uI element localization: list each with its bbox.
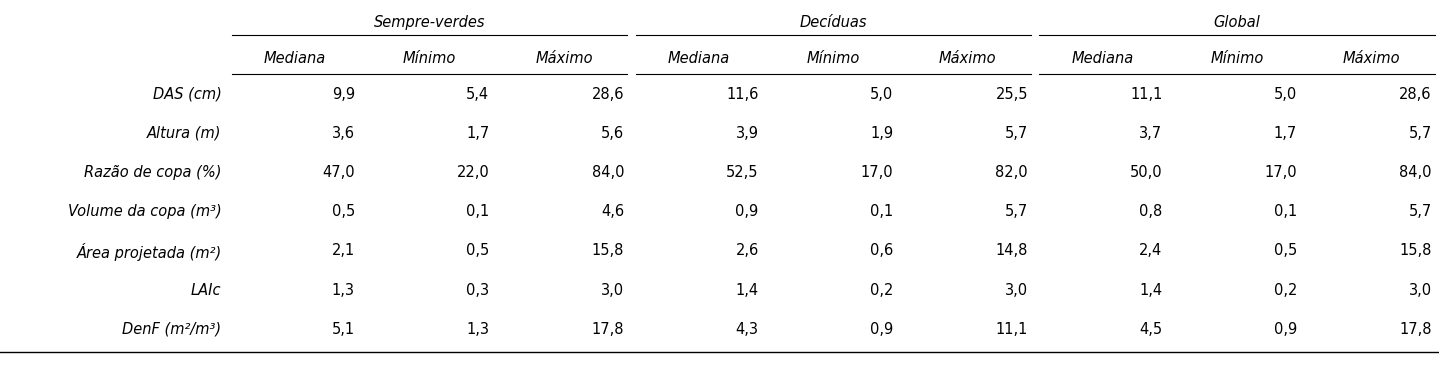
Text: Mediana: Mediana [668, 51, 730, 66]
Text: 14,8: 14,8 [996, 243, 1027, 258]
Text: 5,6: 5,6 [602, 126, 625, 141]
Text: 0,8: 0,8 [1140, 204, 1163, 219]
Text: 0,1: 0,1 [1274, 204, 1297, 219]
Text: 0,3: 0,3 [466, 283, 489, 298]
Text: DAS (cm): DAS (cm) [153, 87, 222, 102]
Text: 47,0: 47,0 [322, 165, 355, 180]
Text: Mínimo: Mínimo [1210, 51, 1263, 66]
Text: Sempre-verdes: Sempre-verdes [374, 15, 485, 30]
Text: Altura (m): Altura (m) [147, 126, 222, 141]
Text: 0,1: 0,1 [871, 204, 894, 219]
Text: 0,9: 0,9 [1274, 322, 1297, 337]
Text: 1,4: 1,4 [1140, 283, 1163, 298]
Text: 0,5: 0,5 [1274, 243, 1297, 258]
Text: 0,1: 0,1 [466, 204, 489, 219]
Text: 0,2: 0,2 [1274, 283, 1297, 298]
Text: 5,7: 5,7 [1409, 126, 1432, 141]
Text: 5,1: 5,1 [331, 322, 355, 337]
Text: 1,3: 1,3 [332, 283, 355, 298]
Text: 5,0: 5,0 [871, 87, 894, 102]
Text: 5,7: 5,7 [1004, 126, 1027, 141]
Text: 0,5: 0,5 [331, 204, 355, 219]
Text: 11,1: 11,1 [1130, 87, 1163, 102]
Text: Máximo: Máximo [1343, 51, 1400, 66]
Text: 25,5: 25,5 [996, 87, 1027, 102]
Text: 0,2: 0,2 [871, 283, 894, 298]
Text: 1,7: 1,7 [1274, 126, 1297, 141]
Text: 1,4: 1,4 [735, 283, 758, 298]
Text: 17,8: 17,8 [591, 322, 625, 337]
Text: 5,7: 5,7 [1409, 204, 1432, 219]
Text: Mínimo: Mínimo [403, 51, 456, 66]
Text: 28,6: 28,6 [591, 87, 625, 102]
Text: Máximo: Máximo [940, 51, 997, 66]
Text: 0,6: 0,6 [871, 243, 894, 258]
Text: 11,6: 11,6 [727, 87, 758, 102]
Text: Mediana: Mediana [263, 51, 325, 66]
Text: 11,1: 11,1 [996, 322, 1027, 337]
Text: Área projetada (m²): Área projetada (m²) [76, 243, 222, 261]
Text: 2,1: 2,1 [331, 243, 355, 258]
Text: 82,0: 82,0 [996, 165, 1027, 180]
Text: 3,6: 3,6 [332, 126, 355, 141]
Text: Mediana: Mediana [1071, 51, 1134, 66]
Text: Mínimo: Mínimo [806, 51, 861, 66]
Text: 5,4: 5,4 [466, 87, 489, 102]
Text: 3,0: 3,0 [1004, 283, 1027, 298]
Text: 0,5: 0,5 [466, 243, 489, 258]
Text: Decíduas: Decíduas [800, 15, 866, 30]
Text: 1,9: 1,9 [871, 126, 894, 141]
Text: 9,9: 9,9 [331, 87, 355, 102]
Text: 3,0: 3,0 [602, 283, 625, 298]
Text: 0,9: 0,9 [735, 204, 758, 219]
Text: 3,7: 3,7 [1140, 126, 1163, 141]
Text: 4,3: 4,3 [735, 322, 758, 337]
Text: 0,9: 0,9 [871, 322, 894, 337]
Text: 15,8: 15,8 [591, 243, 625, 258]
Text: Razão de copa (%): Razão de copa (%) [83, 165, 222, 180]
Text: Máximo: Máximo [535, 51, 593, 66]
Text: 84,0: 84,0 [1399, 165, 1432, 180]
Text: LAIc: LAIc [191, 283, 222, 298]
Text: 52,5: 52,5 [727, 165, 758, 180]
Text: Global: Global [1213, 15, 1261, 30]
Text: 17,8: 17,8 [1399, 322, 1432, 337]
Text: 5,7: 5,7 [1004, 204, 1027, 219]
Text: 15,8: 15,8 [1400, 243, 1432, 258]
Text: 1,7: 1,7 [466, 126, 489, 141]
Text: DenF (m²/m³): DenF (m²/m³) [122, 322, 222, 337]
Text: 4,5: 4,5 [1140, 322, 1163, 337]
Text: 5,0: 5,0 [1274, 87, 1297, 102]
Text: 3,0: 3,0 [1409, 283, 1432, 298]
Text: 84,0: 84,0 [591, 165, 625, 180]
Text: Volume da copa (m³): Volume da copa (m³) [68, 204, 222, 219]
Text: 17,0: 17,0 [1265, 165, 1297, 180]
Text: 3,9: 3,9 [735, 126, 758, 141]
Text: 2,6: 2,6 [735, 243, 758, 258]
Text: 22,0: 22,0 [456, 165, 489, 180]
Text: 2,4: 2,4 [1140, 243, 1163, 258]
Text: 17,0: 17,0 [861, 165, 894, 180]
Text: 50,0: 50,0 [1130, 165, 1163, 180]
Text: 28,6: 28,6 [1399, 87, 1432, 102]
Text: 1,3: 1,3 [466, 322, 489, 337]
Text: 4,6: 4,6 [602, 204, 625, 219]
